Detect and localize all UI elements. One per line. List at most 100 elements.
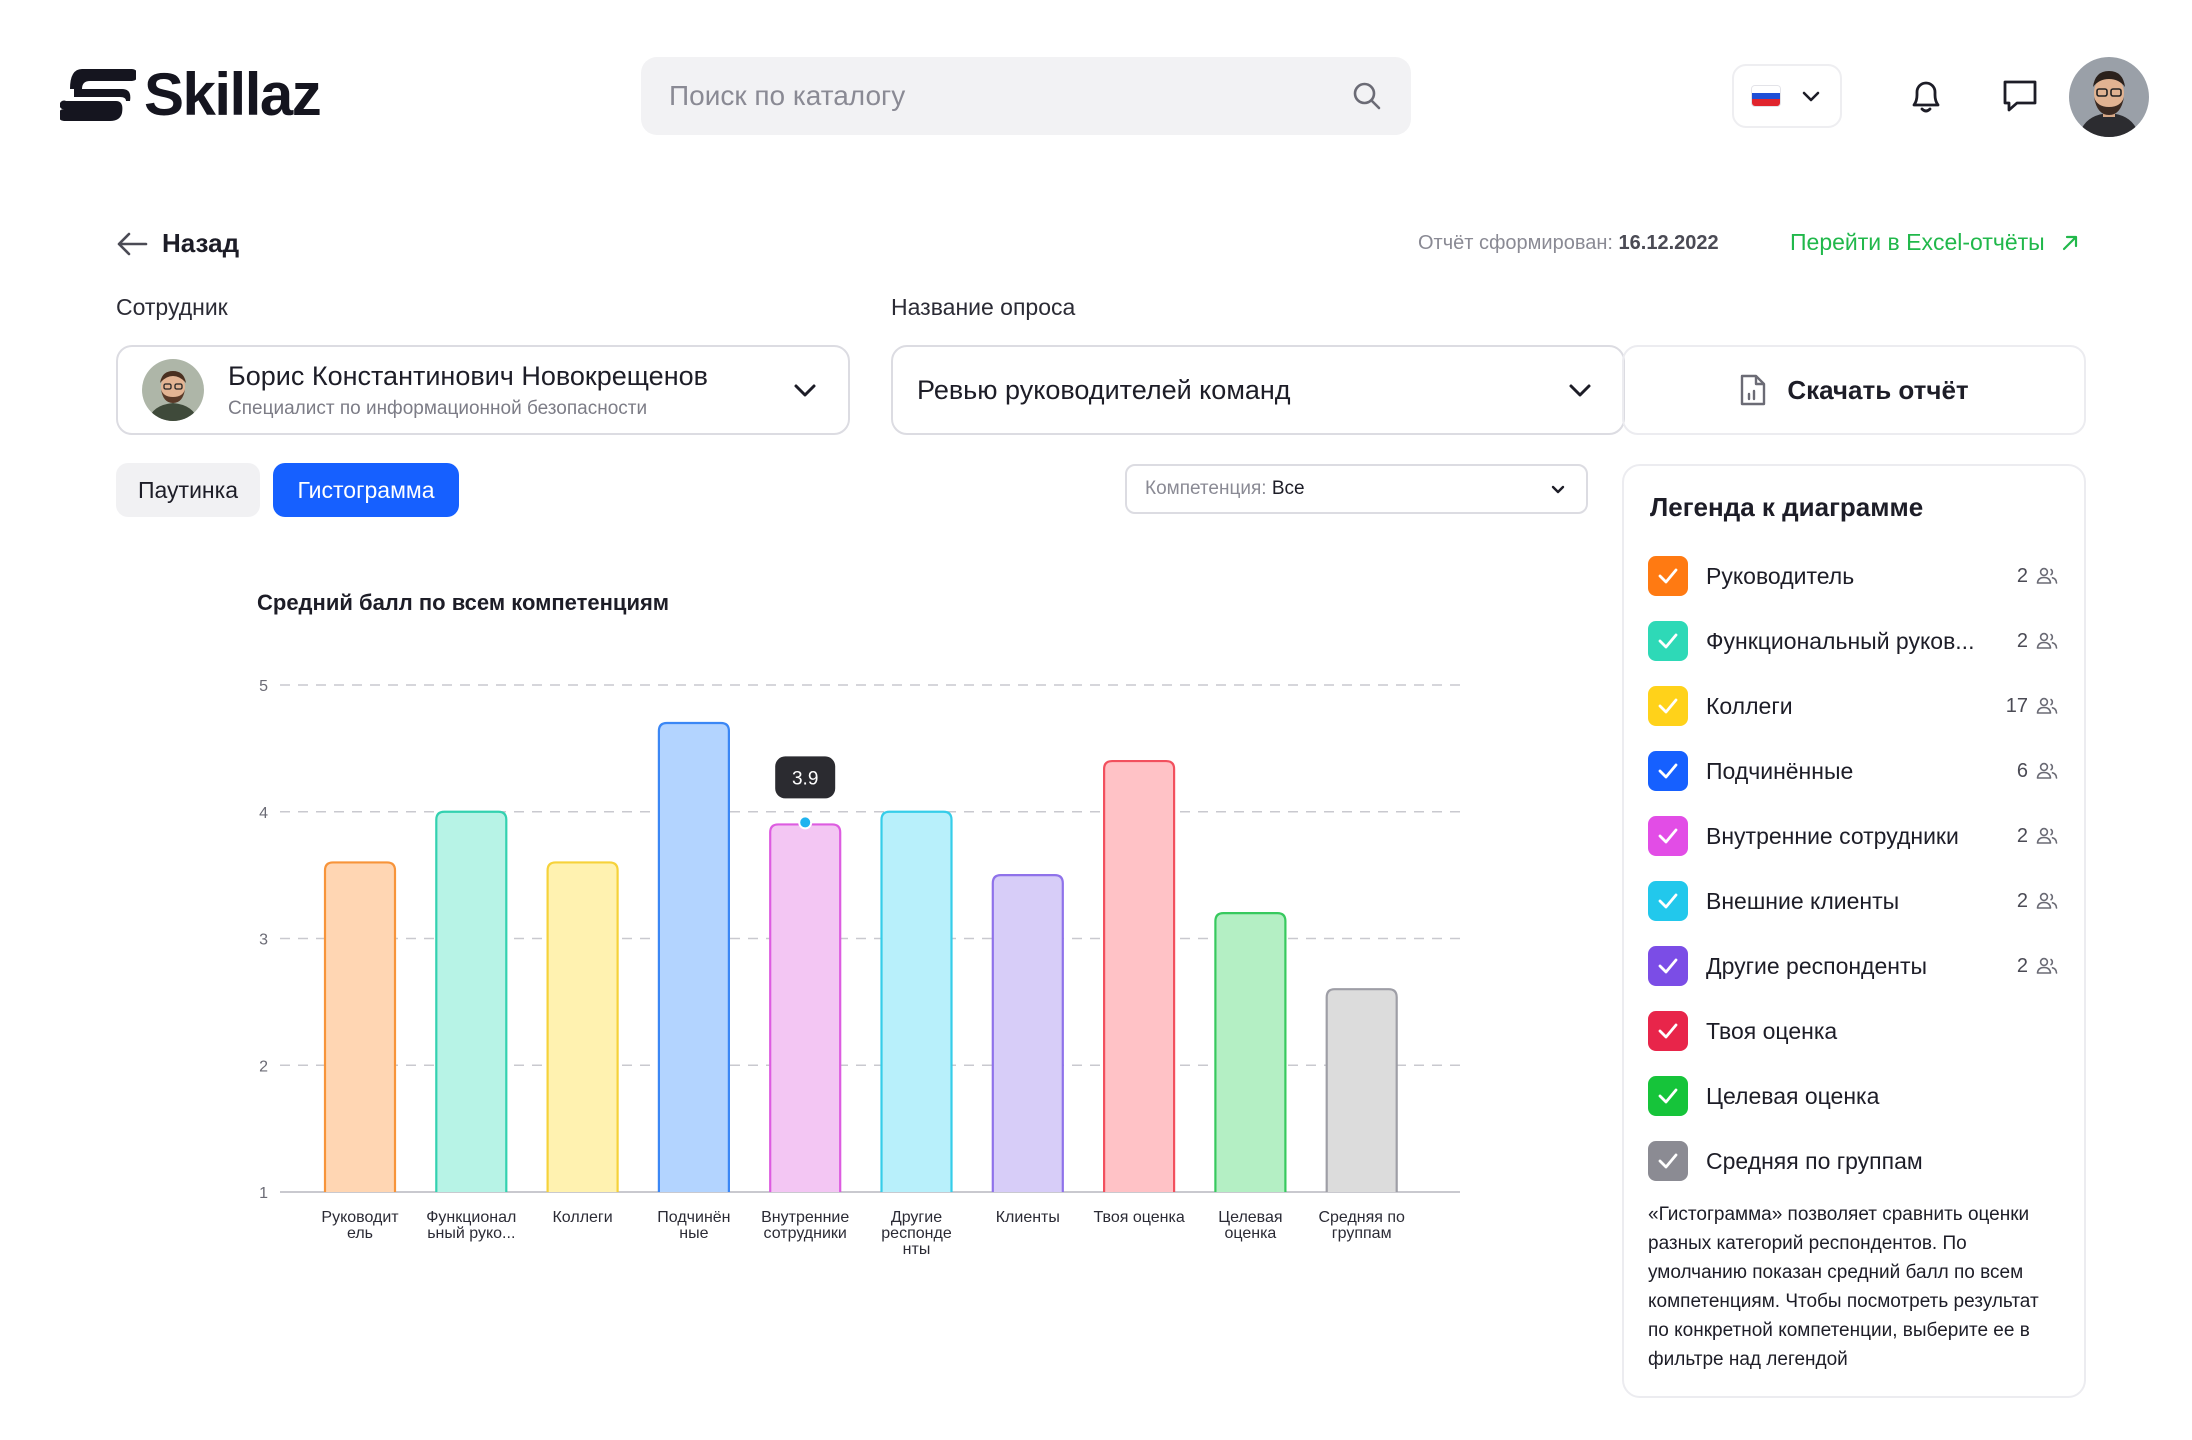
checkbox[interactable] xyxy=(1648,621,1688,661)
bar xyxy=(1326,989,1397,1192)
checkbox[interactable] xyxy=(1648,881,1688,921)
chevron-down-icon xyxy=(794,384,816,397)
bar-outline xyxy=(435,810,508,1192)
x-tick-label: респонде xyxy=(881,1225,952,1242)
legend-item[interactable]: Руководитель 2 xyxy=(1648,556,2058,596)
legend-item-label: Средняя по группам xyxy=(1706,1147,1923,1174)
legend-item[interactable]: Внутренние сотрудники 2 xyxy=(1648,816,2058,856)
employee-avatar xyxy=(142,359,204,421)
checkbox[interactable] xyxy=(1648,686,1688,726)
tab-spider[interactable]: Паутинка xyxy=(116,463,260,517)
legend-note: «Гистограмма» позволяет сравнить оценки … xyxy=(1648,1204,2039,1370)
bar-outline xyxy=(323,861,397,1192)
bar xyxy=(770,824,841,1192)
x-tick-label: Коллеги xyxy=(552,1209,612,1226)
excel-reports-link[interactable]: Перейти в Excel-отчёты xyxy=(1790,229,2079,256)
search-bar[interactable]: Поиск по каталогу xyxy=(641,57,1411,135)
legend-item[interactable]: Средняя по группам xyxy=(1648,1141,2058,1181)
chat-icon[interactable] xyxy=(1998,74,2042,118)
chevron-down-icon xyxy=(1569,384,1591,397)
x-tick-label: Другие xyxy=(891,1209,942,1226)
back-button[interactable]: Назад xyxy=(116,228,239,259)
download-label: Скачать отчёт xyxy=(1787,374,1969,405)
y-tick-label: 5 xyxy=(259,678,268,695)
employee-name: Борис Константинович Новокрещенов xyxy=(228,360,708,391)
chevron-down-icon xyxy=(1802,91,1820,102)
competency-filter[interactable]: Компетенция: Все xyxy=(1125,464,1588,514)
tooltip-box xyxy=(775,756,836,799)
x-tick-label: нты xyxy=(903,1241,931,1258)
download-report-button[interactable]: Скачать отчёт xyxy=(1622,345,2086,435)
tab-histogram[interactable]: Гистограмма xyxy=(273,463,459,517)
check-icon xyxy=(1658,763,1678,779)
people-icon xyxy=(2036,632,2058,649)
user-avatar[interactable] xyxy=(2069,57,2149,137)
search-icon[interactable] xyxy=(1351,80,1383,112)
search-input[interactable]: Поиск по каталогу xyxy=(669,80,906,111)
logo[interactable]: Skillaz xyxy=(60,65,322,125)
bar-outline xyxy=(657,721,730,1192)
legend-item[interactable]: Подчинённые 6 xyxy=(1648,751,2058,791)
bar-outline xyxy=(769,823,842,1192)
check-icon xyxy=(1658,698,1678,714)
legend-item-label: Внешние клиенты xyxy=(1706,887,1900,914)
checkbox[interactable] xyxy=(1648,816,1688,856)
people-icon xyxy=(2036,827,2058,844)
x-tick-label: Подчинён xyxy=(657,1209,730,1226)
y-tick-label: 4 xyxy=(259,805,268,822)
legend-item[interactable]: Функциональный руков... 2 xyxy=(1648,621,2058,661)
arrow-up-right-icon xyxy=(2062,235,2077,250)
respondent-count: 2 xyxy=(2016,889,2028,912)
language-selector[interactable] xyxy=(1732,64,1842,128)
bar xyxy=(547,862,618,1192)
checkbox[interactable] xyxy=(1648,1141,1688,1181)
respondent-count: 17 xyxy=(2005,694,2028,717)
bar xyxy=(881,811,952,1192)
checkbox[interactable] xyxy=(1648,1011,1688,1051)
survey-select[interactable]: Ревью руководителей команд xyxy=(891,345,1625,435)
employee-label: Сотрудник xyxy=(116,294,228,320)
excel-reports-label[interactable]: Перейти в Excel-отчёты xyxy=(1790,229,2045,255)
legend-title: Легенда к диаграмме xyxy=(1650,492,1924,522)
x-tick-label: ель xyxy=(347,1225,373,1242)
bell-icon[interactable] xyxy=(1904,74,1948,118)
tooltip-marker-ring xyxy=(798,815,813,830)
legend-item[interactable]: Коллеги 17 xyxy=(1648,686,2058,726)
file-chart-icon xyxy=(1741,374,1766,406)
employee-select[interactable]: Борис Константинович Новокрещенов Специа… xyxy=(116,345,850,435)
check-icon xyxy=(1658,1088,1678,1104)
arrow-left-icon xyxy=(117,232,148,255)
legend-item-label: Твоя оценка xyxy=(1706,1017,1838,1044)
x-tick-label: Руководит xyxy=(321,1209,399,1226)
x-tick-label: сотрудники xyxy=(764,1225,847,1242)
legend-item[interactable]: Внешние клиенты 2 xyxy=(1648,881,2058,921)
report-generated: Отчёт сформирован: 16.12.2022 xyxy=(1418,232,1719,255)
checkbox[interactable] xyxy=(1648,556,1688,596)
people-icon xyxy=(2036,762,2058,779)
people-icon xyxy=(2036,567,2058,584)
x-tick-label: группам xyxy=(1332,1225,1392,1242)
checkbox[interactable] xyxy=(1648,946,1688,986)
bar xyxy=(1215,913,1286,1192)
respondent-count: 6 xyxy=(2016,759,2028,782)
x-tick-label: Средняя по xyxy=(1318,1209,1405,1226)
people-icon xyxy=(2036,697,2058,714)
legend-item[interactable]: Твоя оценка xyxy=(1648,1011,2058,1051)
checkbox[interactable] xyxy=(1648,751,1688,791)
check-icon xyxy=(1658,633,1678,649)
legend-item-label: Другие респонденты xyxy=(1706,952,1928,979)
legend-item[interactable]: Целевая оценка xyxy=(1648,1076,2058,1116)
x-tick-label: ьный руко... xyxy=(427,1225,515,1242)
employee-role: Специалист по информационной безопасност… xyxy=(228,398,648,420)
competency-filter-label: Компетенция: xyxy=(1145,478,1267,499)
bar xyxy=(992,875,1063,1192)
legend-item-label: Руководитель xyxy=(1706,562,1855,589)
bar-outline xyxy=(546,861,619,1192)
tooltip-marker xyxy=(800,817,811,828)
people-icon xyxy=(2036,957,2058,974)
checkbox[interactable] xyxy=(1648,1076,1688,1116)
respondent-count: 2 xyxy=(2016,564,2028,587)
legend-item-label: Подчинённые xyxy=(1706,757,1854,784)
legend-item[interactable]: Другие респонденты 2 xyxy=(1648,946,2058,986)
back-label: Назад xyxy=(162,228,240,258)
